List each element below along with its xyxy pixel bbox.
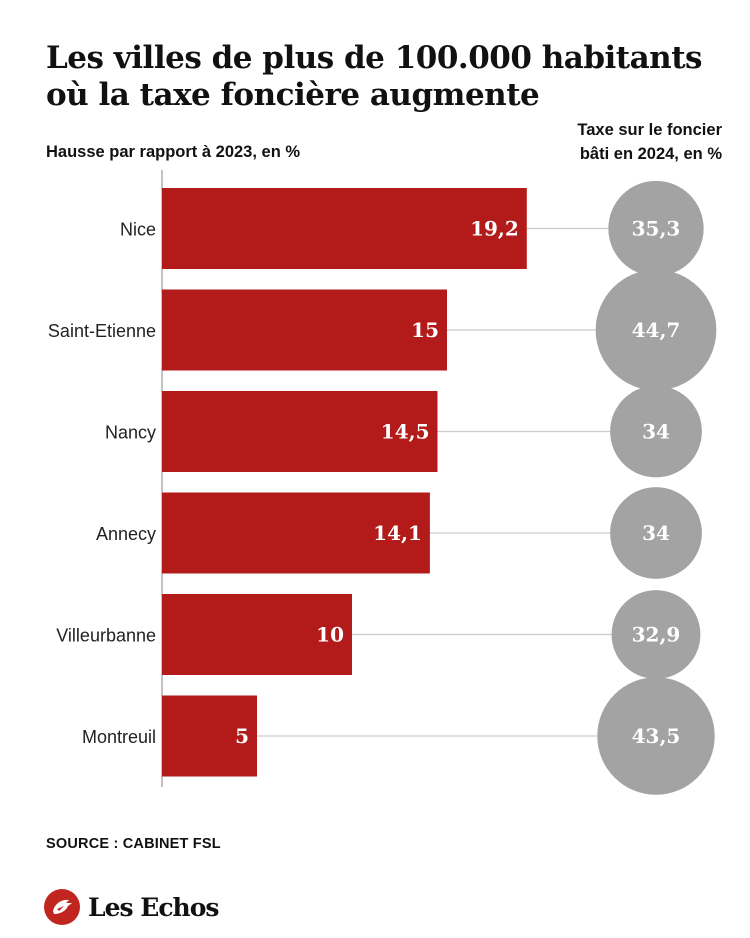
category-label: Nice <box>120 220 156 240</box>
tax-rate-label: 34 <box>642 420 670 444</box>
tax-rate-circle <box>610 385 702 478</box>
tax-rate-label: 43,5 <box>632 724 681 748</box>
right-subtitle-line-2: bâti en 2024, en % <box>579 145 722 163</box>
tax-rate-label: 34 <box>642 521 670 545</box>
bar <box>162 391 438 472</box>
source-note: SOURCE : CABINET FSL <box>46 836 221 852</box>
bar <box>162 695 257 777</box>
tax-rate-label: 44,7 <box>632 318 681 342</box>
right-subtitle-line-1: Taxe sur le foncier <box>577 121 722 139</box>
category-label: Nancy <box>105 423 156 443</box>
bar <box>162 492 430 574</box>
bar <box>162 594 352 675</box>
bar-value-label: 15 <box>411 318 439 342</box>
tax-rate-circle <box>608 180 704 277</box>
bar-value-label: 10 <box>316 623 344 647</box>
tax-rate-label: 32,9 <box>632 623 681 647</box>
rooster-logo-icon <box>44 889 80 925</box>
bar-value-label: 5 <box>235 724 249 748</box>
bar <box>162 188 527 269</box>
les-echos-logo: Les Echos <box>44 889 219 925</box>
logo-wordmark: Les Echos <box>88 892 219 922</box>
bar-value-label: 19,2 <box>470 217 519 241</box>
bar-chart: 19,2 Nice 35,3 15 Saint-Etienne 44,7 14,5 Nancy… <box>48 170 717 795</box>
tax-rate-circle <box>595 269 717 391</box>
category-label: Saint-Etienne <box>48 321 156 341</box>
category-label: Montreuil <box>82 727 156 747</box>
tax-rate-circle <box>611 590 701 679</box>
right-column-subtitle: Taxe sur le foncier bâti en 2024, en % <box>520 118 722 166</box>
bar <box>162 289 447 371</box>
tax-rate-label: 35,3 <box>632 217 681 241</box>
category-label: Annecy <box>96 524 156 544</box>
bar-value-label: 14,1 <box>373 521 422 545</box>
chart-title: Les villes de plus de 100.000 habitants … <box>46 40 703 113</box>
tax-rate-circle <box>597 677 715 795</box>
tax-rate-circle <box>610 487 702 579</box>
left-column-subtitle: Hausse par rapport à 2023, en % <box>46 143 301 161</box>
bar-value-label: 14,5 <box>381 420 430 444</box>
category-label: Villeurbanne <box>56 626 156 646</box>
